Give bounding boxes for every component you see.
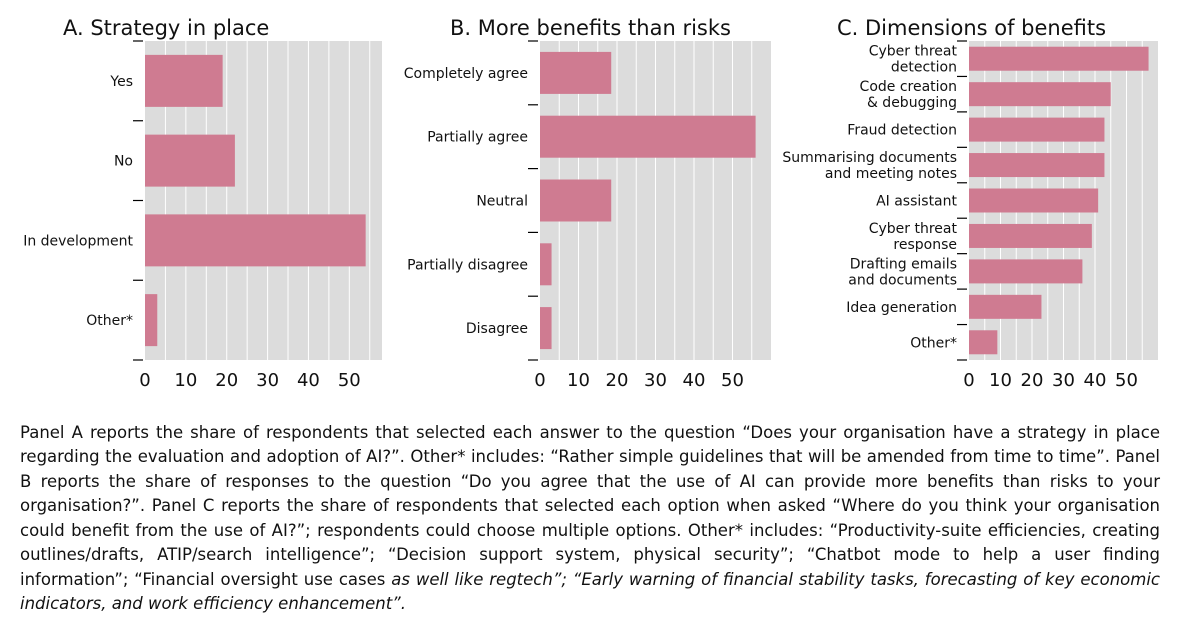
panel-b-bar [540,51,612,94]
panel-a-x-tick-label: 50 [338,370,361,391]
note-text: Panel A reports the share of respondents… [20,422,1160,589]
panel-b-bar [540,243,552,286]
charts-figure: A. Strategy in place Yes No In development O… [23,16,1158,391]
panel-a-category-label: Yes [109,74,133,90]
panel-b-category-label: Disagree [466,321,528,337]
panel-b-category-label: Partially agree [427,130,528,146]
panel-a-x-tick-label: 30 [256,370,279,391]
panel-c-category-label: Cyber threat [869,44,958,60]
panel-b-bar [540,307,552,350]
panel-c-category-label: Summarising documents [782,150,957,166]
panel-c-x-tick-label: 30 [1052,370,1075,391]
panel-a-bar [145,294,158,347]
panel-c-category-label: AI assistant [876,194,957,210]
panel-a-bar [145,214,366,267]
panel-a-bar [145,134,235,187]
panel-c-bar [969,259,1083,284]
panel-b-x-tick-label: 20 [606,370,629,391]
panel-a-x-tick-label: 0 [139,370,150,391]
panel-c-bar [969,294,1042,319]
panel-b-category-label: Partially disagree [407,257,528,273]
panel-c-x-tick-label: 50 [1115,370,1138,391]
panel-c-x-tick-label: 40 [1084,370,1107,391]
panel-b-x-tick-label: 30 [644,370,667,391]
panel-c-category-label: and meeting notes [825,166,957,182]
panel-c-category-label: Other* [910,335,957,351]
panel-c-x-tick-label: 0 [963,370,974,391]
panel-c-category-label: detection [891,60,957,76]
panel-b-bar [540,115,756,158]
panel-c-category-label: Code creation [860,79,957,95]
panel-a-x-tick-label: 10 [174,370,197,391]
panel-a-category-label: No [114,154,133,170]
panel-c-bar [969,82,1111,107]
panel-c-bar [969,188,1099,213]
panel-c-title: C. Dimensions of benefits [837,16,1106,40]
panel-c-x-tick-label: 10 [989,370,1012,391]
panel-b-category-label: Neutral [476,194,528,210]
panel-a-bar [145,54,223,107]
panel-c-category-label: Drafting emails [850,256,957,272]
panel-c-category-label: Fraud detection [847,123,957,139]
panel-a-title: A. Strategy in place [63,16,269,40]
panel-c-bar [969,330,998,355]
panel-c-bar [969,223,1092,248]
panel-c-category-label: Idea generation [846,300,957,316]
panel-c-bar [969,117,1105,142]
panel-b-x-tick-label: 50 [721,370,744,391]
panel-c-x-tick-label: 20 [1021,370,1044,391]
panel-a-x-tick-label: 20 [215,370,238,391]
panel-c-bar [969,46,1149,71]
panel-c-category-label: response [893,237,957,253]
panel-a-x-tick-label: 40 [297,370,320,391]
panel-c-bar [969,153,1105,178]
panel-b-x-tick-label: 40 [683,370,706,391]
panel-a-category-label: Other* [86,313,133,329]
panel-c-category-label: Cyber threat [869,221,958,237]
panel-a-category-label: In development [23,233,133,249]
panel-b-category-label: Completely agree [404,66,528,82]
panel-b-x-tick-label: 10 [567,370,590,391]
panel-b-x-tick-label: 0 [534,370,545,391]
figure-note: Panel A reports the share of respondents… [20,421,1160,617]
panel-b-title: B. More benefits than risks [450,16,731,40]
panel-c-category-label: & debugging [867,95,957,111]
panel-c-category-label: and documents [848,272,957,288]
panel-b-bar [540,179,612,222]
